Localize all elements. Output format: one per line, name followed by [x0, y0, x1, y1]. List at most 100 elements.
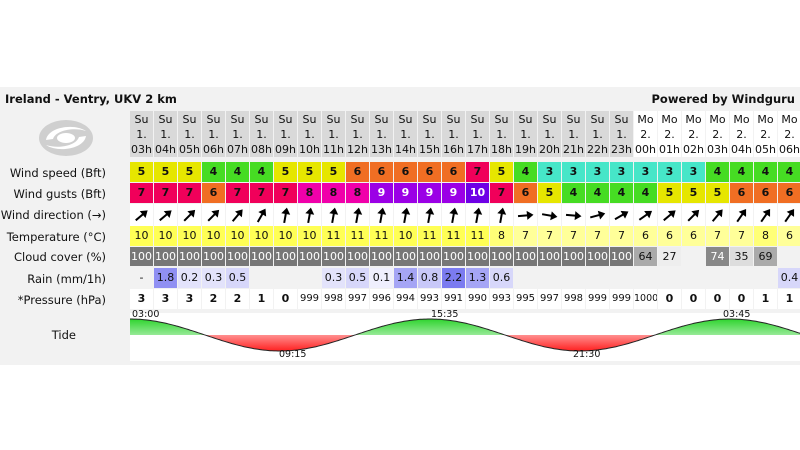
forecast-column: Su 1. 12h 6 8 11 100 0.5 997 [346, 87, 369, 365]
date-day: Su [182, 113, 197, 126]
wind-direction-cell [442, 204, 465, 226]
temperature-cell: 7 [706, 226, 729, 246]
wind-gust-cell: 5 [682, 183, 705, 203]
forecast-column: Su 1. 15h 6 9 11 100 0.8 993 [418, 87, 441, 365]
column-date-header: Su 1. 09h [274, 111, 297, 157]
temperature-cell: 10 [226, 226, 249, 246]
pressure-cell: 994 [394, 289, 417, 309]
pressure-cell: 998 [562, 289, 585, 309]
cloud-cover-cell: 100 [418, 247, 441, 266]
rain-cell: 0.4 [778, 268, 800, 288]
date-day: Mo [781, 113, 798, 126]
temperature-cell: 10 [178, 226, 201, 246]
wind-speed-cell: 3 [658, 162, 681, 182]
forecast-column: Su 1. 14h 6 9 10 100 1.4 994 [394, 87, 417, 365]
date-day: Mo [685, 113, 702, 126]
cloud-cover-cell: 100 [202, 247, 225, 266]
column-date-header: Su 1. 13h [370, 111, 393, 157]
pressure-cell: 0 [682, 289, 705, 309]
wind-speed-cell: 3 [586, 162, 609, 182]
cloud-cover-cell: 100 [490, 247, 513, 266]
date-date: 1. [496, 128, 507, 141]
forecast-column: Mo 2. 02h 3 5 6 0 [682, 87, 705, 365]
wind-arrow-icon [281, 207, 291, 224]
column-date-header: Mo 2. 06h [778, 111, 800, 157]
wind-arrow-icon [614, 210, 629, 221]
rain-cell [730, 268, 753, 288]
wind-gust-cell: 6 [778, 183, 800, 203]
date-date: 1. [424, 128, 435, 141]
date-day: Su [278, 113, 293, 126]
date-date: 1. [208, 128, 219, 141]
pressure-cell: 0 [706, 289, 729, 309]
temperature-cell: 7 [514, 226, 537, 246]
rain-cell [610, 268, 633, 288]
date-date: 1. [472, 128, 483, 141]
spot-title[interactable]: Ireland - Ventry, UKV 2 km [5, 92, 177, 106]
pressure-cell: 996 [370, 289, 393, 309]
date-day: Su [566, 113, 581, 126]
date-day: Mo [709, 113, 726, 126]
date-hour: 20h [539, 143, 560, 156]
date-date: 1. [376, 128, 387, 141]
column-date-header: Su 1. 15h [418, 111, 441, 157]
forecast-column: Su 1. 05h 5 7 10 100 0.2 3 [178, 87, 201, 365]
cloud-cover-cell: 100 [538, 247, 561, 266]
forecast-column: Su 1. 17h 7 10 11 100 1.3 990 [466, 87, 489, 365]
wind-arrow-icon [760, 208, 771, 223]
date-day: Su [590, 113, 605, 126]
cloud-cover-cell: 100 [274, 247, 297, 266]
powered-by-link[interactable]: Powered by Windguru [651, 92, 795, 106]
column-date-header: Mo 2. 03h [706, 111, 729, 157]
rain-cell: 0.3 [322, 268, 345, 288]
date-day: Su [422, 113, 437, 126]
date-hour: 12h [347, 143, 368, 156]
wind-arrow-icon [711, 209, 723, 222]
date-date: 1. [136, 128, 147, 141]
temperature-cell: 6 [634, 226, 657, 246]
wind-direction-cell [730, 204, 753, 226]
wind-speed-cell: 3 [562, 162, 585, 182]
wind-gust-cell: 7 [178, 183, 201, 203]
wind-gust-cell: 8 [322, 183, 345, 203]
cloud-cover-cell: 100 [610, 247, 633, 266]
date-date: 1. [256, 128, 267, 141]
cloud-cover-cell: 100 [322, 247, 345, 266]
wind-arrow-icon [207, 209, 220, 222]
date-date: 2. [664, 128, 675, 141]
pressure-cell: 991 [442, 289, 465, 309]
pressure-cell: 1 [778, 289, 800, 309]
wind-speed-cell: 5 [178, 162, 201, 182]
tide-high-fill [130, 319, 800, 335]
forecast-column: Su 1. 09h 5 7 10 100 0 [274, 87, 297, 365]
wind-speed-cell: 5 [490, 162, 513, 182]
cloud-cover-cell [778, 247, 800, 266]
forecast-column: Su 1. 22h 3 4 7 100 999 [586, 87, 609, 365]
column-date-header: Su 1. 16h [442, 111, 465, 157]
wind-gust-cell: 7 [226, 183, 249, 203]
wind-arrow-icon [305, 207, 315, 224]
wind-arrow-icon [517, 210, 534, 220]
wind-speed-cell: 4 [754, 162, 777, 182]
rain-cell: 2.2 [442, 268, 465, 288]
date-date: 2. [784, 128, 795, 141]
wind-speed-cell: 4 [514, 162, 537, 182]
column-date-header: Mo 2. 00h [634, 111, 657, 157]
temperature-cell: 6 [778, 226, 800, 246]
wind-gust-cell: 9 [370, 183, 393, 203]
date-day: Mo [733, 113, 750, 126]
date-day: Su [446, 113, 461, 126]
wind-gust-cell: 8 [298, 183, 321, 203]
date-date: 1. [160, 128, 171, 141]
temperature-cell: 7 [730, 226, 753, 246]
column-date-header: Su 1. 08h [250, 111, 273, 157]
date-hour: 00h [635, 143, 656, 156]
forecast-column: Su 1. 16h 6 9 11 100 2.2 991 [442, 87, 465, 365]
forecast-column: Su 1. 19h 4 6 7 100 995 [514, 87, 537, 365]
pressure-cell: 990 [466, 289, 489, 309]
wind-gust-cell: 7 [130, 183, 153, 203]
wind-speed-cell: 3 [538, 162, 561, 182]
date-hour: 05h [179, 143, 200, 156]
date-hour: 21h [563, 143, 584, 156]
date-hour: 14h [395, 143, 416, 156]
